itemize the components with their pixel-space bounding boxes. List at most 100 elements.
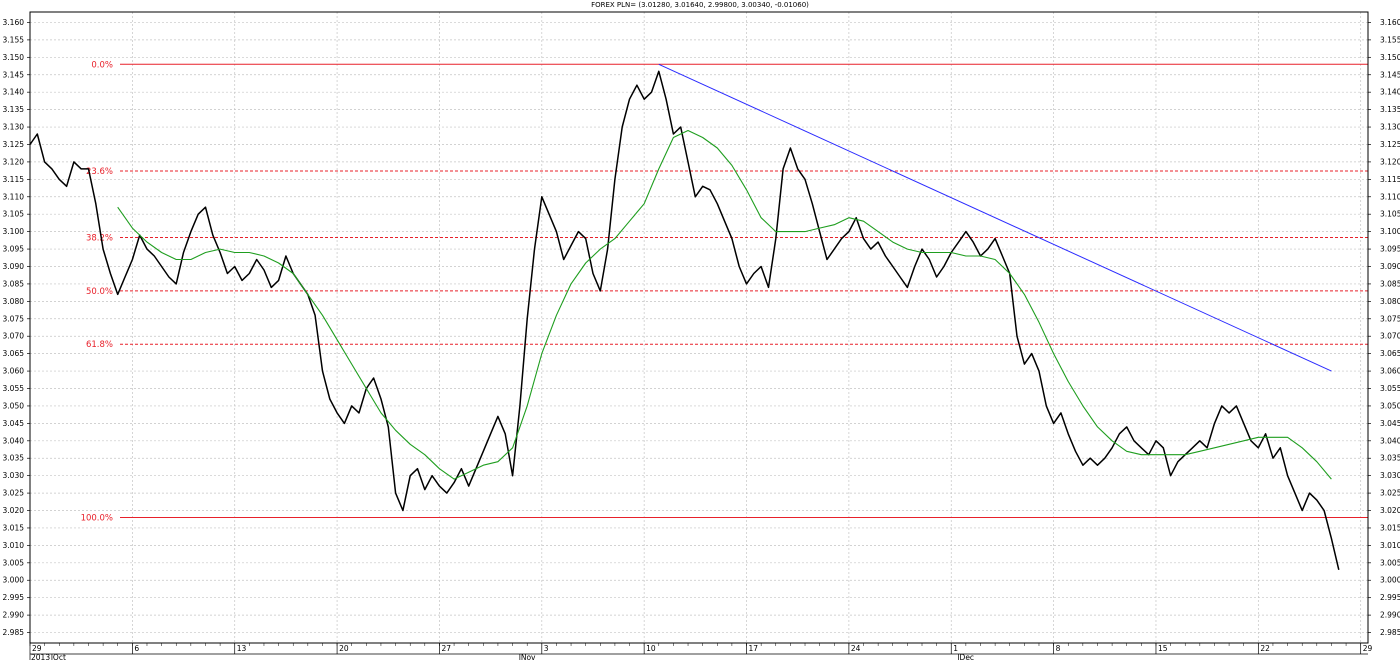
y-tick-label-right: 3.050 — [1380, 401, 1400, 410]
x-tick-label: 20 — [339, 644, 349, 653]
y-tick-label-left: 2.990 — [3, 611, 25, 620]
y-tick-label-right: 3.135 — [1380, 105, 1400, 114]
x-tick-label: 13 — [237, 644, 247, 653]
x-tick-label: 22 — [1260, 644, 1270, 653]
x-tick-label: 24 — [851, 644, 861, 653]
trendline — [658, 63, 1332, 372]
y-tick-label-right: 3.030 — [1380, 471, 1400, 480]
x-tick-label: 15 — [1158, 644, 1168, 653]
y-tick-label-right: 3.095 — [1380, 245, 1400, 254]
month-label: Nov — [521, 653, 536, 660]
y-tick-label-left: 3.135 — [3, 105, 25, 114]
y-tick-label-left: 3.035 — [3, 454, 25, 463]
y-tick-label-right: 3.110 — [1380, 192, 1400, 201]
y-tick-label-left: 3.150 — [3, 53, 25, 62]
y-tick-label-left: 3.015 — [3, 523, 25, 532]
y-tick-label-right: 3.020 — [1380, 506, 1400, 515]
y-tick-label-left: 3.000 — [3, 576, 25, 585]
y-tick-label-right: 3.115 — [1380, 175, 1400, 184]
y-tick-label-left: 3.045 — [3, 419, 25, 428]
x-tick-label: 17 — [749, 644, 759, 653]
y-tick-label-left: 3.040 — [3, 436, 25, 445]
y-tick-label-right: 3.000 — [1380, 576, 1400, 585]
x-tick-label: 3 — [544, 644, 549, 653]
y-tick-label-right: 2.985 — [1380, 628, 1400, 637]
y-tick-label-left: 2.985 — [3, 628, 25, 637]
y-tick-label-left: 3.110 — [3, 192, 25, 201]
y-tick-label-left: 3.085 — [3, 279, 25, 288]
y-tick-label-right: 3.065 — [1380, 349, 1400, 358]
month-label: 2013 — [31, 653, 50, 660]
x-tick-label: 29 — [1363, 644, 1373, 653]
y-tick-label-right: 3.025 — [1380, 489, 1400, 498]
y-tick-label-right: 2.990 — [1380, 611, 1400, 620]
y-tick-label-right: 3.130 — [1380, 123, 1400, 132]
y-tick-label-right: 3.140 — [1380, 88, 1400, 97]
x-tick-label: 8 — [1056, 644, 1061, 653]
y-tick-label-right: 3.060 — [1380, 367, 1400, 376]
chart-title: FOREX PLN= (3.01280, 3.01640, 2.99800, 3… — [591, 1, 809, 9]
month-label: Oct — [53, 653, 66, 660]
x-tick-label: 27 — [441, 644, 451, 653]
fib-level-label: 23.6% — [86, 167, 113, 177]
y-tick-label-left: 3.155 — [3, 35, 25, 44]
y-tick-label-left: 3.140 — [3, 88, 25, 97]
series-layer — [29, 63, 1340, 570]
y-tick-label-left: 3.080 — [3, 297, 25, 306]
y-tick-label-right: 3.015 — [1380, 523, 1400, 532]
y-tick-label-right: 3.120 — [1380, 157, 1400, 166]
y-tick-label-left: 3.020 — [3, 506, 25, 515]
y-tick-label-left: 3.025 — [3, 489, 25, 498]
y-tick-label-right: 3.005 — [1380, 558, 1400, 567]
y-tick-label-left: 3.095 — [3, 245, 25, 254]
month-label: Dec — [960, 653, 975, 660]
y-tick-label-left: 3.010 — [3, 541, 25, 550]
y-tick-label-right: 3.040 — [1380, 436, 1400, 445]
y-tick-label-left: 3.090 — [3, 262, 25, 271]
y-tick-label-left: 2.995 — [3, 593, 25, 602]
y-tick-label-left: 3.050 — [3, 401, 25, 410]
y-tick-label-right: 3.100 — [1380, 227, 1400, 236]
y-tick-label-left: 3.145 — [3, 70, 25, 79]
x-tick-label: 6 — [134, 644, 139, 653]
fibonacci-levels: 0.0% 23.6% 38.2% 50.0% 61.8% 100.0% — [81, 60, 1368, 523]
x-tick-label: 29 — [32, 644, 42, 653]
x-tick-label: 1 — [953, 644, 958, 653]
moving-average-line — [117, 129, 1332, 480]
y-tick-label-right: 3.145 — [1380, 70, 1400, 79]
y-tick-label-right: 3.125 — [1380, 140, 1400, 149]
y-tick-label-left: 3.065 — [3, 349, 25, 358]
y-tick-label-left: 3.005 — [3, 558, 25, 567]
y-tick-label-right: 3.105 — [1380, 210, 1400, 219]
y-tick-label-right: 3.045 — [1380, 419, 1400, 428]
y-tick-label-left: 3.160 — [3, 18, 25, 27]
price-series-line — [29, 70, 1340, 570]
y-tick-label-left: 3.060 — [3, 367, 25, 376]
y-tick-label-right: 2.995 — [1380, 593, 1400, 602]
fib-level-label: 38.2% — [86, 234, 113, 244]
y-tick-label-left: 3.120 — [3, 157, 25, 166]
y-tick-label-left: 3.105 — [3, 210, 25, 219]
y-tick-label-right: 3.150 — [1380, 53, 1400, 62]
y-tick-label-right: 3.070 — [1380, 332, 1400, 341]
y-tick-label-right: 3.155 — [1380, 35, 1400, 44]
plot-frame — [29, 11, 1369, 644]
y-tick-label-right: 3.035 — [1380, 454, 1400, 463]
y-tick-label-left: 3.130 — [3, 123, 25, 132]
y-tick-label-left: 3.125 — [3, 140, 25, 149]
y-tick-label-left: 3.070 — [3, 332, 25, 341]
y-tick-label-left: 3.115 — [3, 175, 25, 184]
x-tick-label: 10 — [646, 644, 656, 653]
y-tick-label-left: 3.075 — [3, 314, 25, 323]
y-tick-label-left: 3.030 — [3, 471, 25, 480]
y-tick-label-left: 3.055 — [3, 384, 25, 393]
y-tick-label-left: 3.100 — [3, 227, 25, 236]
y-tick-label-right: 3.080 — [1380, 297, 1400, 306]
grid — [29, 12, 1368, 643]
y-tick-label-right: 3.055 — [1380, 384, 1400, 393]
fib-level-label: 50.0% — [86, 287, 113, 297]
y-tick-label-right: 3.160 — [1380, 18, 1400, 27]
y-tick-label-right: 3.010 — [1380, 541, 1400, 550]
y-tick-label-right: 3.075 — [1380, 314, 1400, 323]
